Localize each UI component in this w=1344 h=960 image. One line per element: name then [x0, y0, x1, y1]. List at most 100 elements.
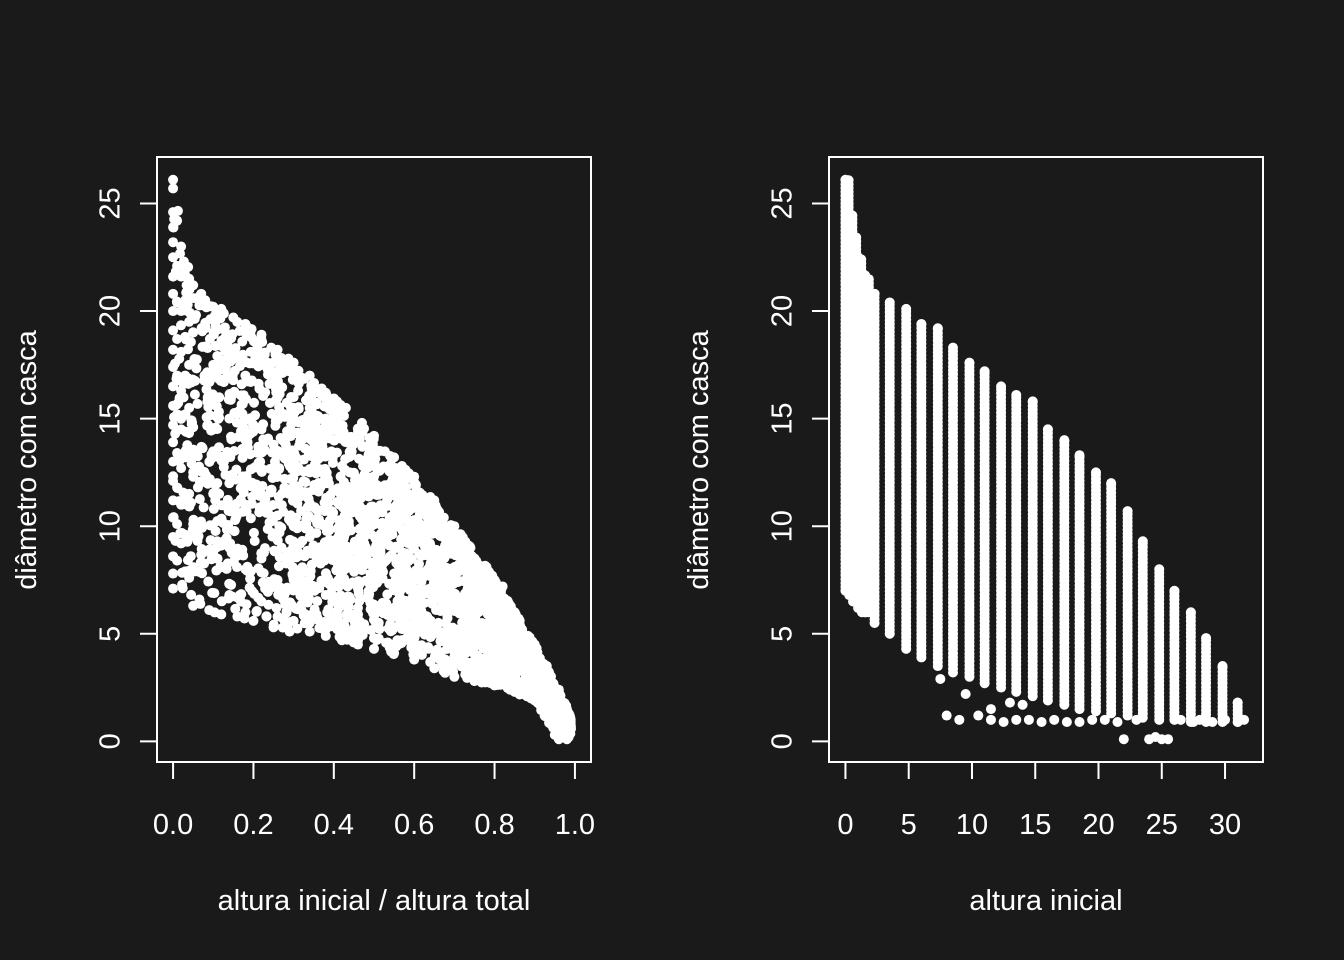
- data-point: [196, 549, 207, 560]
- data-point: [196, 441, 207, 452]
- data-point: [1042, 424, 1053, 435]
- data-point: [402, 514, 413, 525]
- data-point: [459, 628, 470, 639]
- data-point: [172, 519, 183, 530]
- data-point: [410, 479, 421, 490]
- data-point: [216, 303, 227, 314]
- data-point: [266, 484, 277, 495]
- data-point: [318, 427, 329, 438]
- data-point: [208, 553, 219, 564]
- data-point: [313, 486, 324, 497]
- data-point: [387, 625, 398, 636]
- data-point: [186, 589, 197, 600]
- data-point: [176, 241, 187, 252]
- data-point: [288, 542, 299, 553]
- y-tick-label: 20: [95, 295, 127, 327]
- data-point: [332, 617, 343, 628]
- data-point: [308, 543, 319, 554]
- data-point: [230, 603, 241, 614]
- data-point: [354, 489, 365, 500]
- data-point: [217, 355, 228, 366]
- data-point: [469, 611, 480, 622]
- data-point: [252, 341, 263, 352]
- data-point: [398, 618, 409, 629]
- data-point: [308, 377, 319, 388]
- data-point: [413, 558, 424, 569]
- data-point: [224, 542, 235, 553]
- data-point: [224, 413, 235, 424]
- data-point: [184, 402, 195, 413]
- data-point: [189, 389, 200, 400]
- data-point: [255, 456, 266, 467]
- y-tick-label: 10: [95, 510, 127, 542]
- data-point: [202, 392, 213, 403]
- data-point: [409, 488, 420, 499]
- data-point: [1027, 396, 1038, 407]
- data-point: [288, 615, 299, 626]
- data-point: [457, 648, 468, 659]
- data-point: [215, 561, 226, 572]
- data-point: [184, 488, 195, 499]
- data-point: [509, 686, 520, 697]
- data-point: [932, 323, 943, 334]
- data-point: [229, 365, 240, 376]
- data-point: [168, 456, 179, 467]
- data-point: [304, 402, 315, 413]
- data-point: [449, 564, 460, 575]
- data-point: [304, 626, 315, 637]
- data-point: [208, 329, 219, 340]
- data-point: [325, 420, 336, 431]
- data-point: [369, 510, 379, 521]
- data-point: [481, 562, 492, 573]
- data-point: [188, 327, 199, 338]
- data-point: [320, 413, 331, 424]
- data-point: [224, 478, 235, 489]
- data-point: [489, 680, 500, 691]
- data-point: [565, 721, 576, 732]
- data-point: [267, 473, 278, 484]
- data-point: [202, 478, 213, 489]
- data-point: [309, 604, 320, 615]
- data-point: [256, 329, 267, 340]
- data-point: [172, 482, 183, 493]
- data-point: [497, 581, 508, 592]
- data-point: [300, 477, 311, 488]
- data-point: [374, 445, 385, 456]
- data-point: [509, 607, 520, 618]
- data-point: [469, 641, 480, 652]
- data-point: [435, 603, 446, 614]
- data-point: [356, 417, 367, 428]
- data-point: [334, 515, 345, 526]
- data-point: [458, 576, 469, 587]
- data-point: [429, 547, 440, 558]
- data-point: [184, 445, 195, 456]
- data-point: [168, 361, 179, 372]
- data-point: [288, 574, 299, 585]
- data-point: [384, 483, 395, 494]
- data-point: [351, 618, 362, 629]
- data-point: [409, 643, 420, 654]
- data-point: [168, 183, 179, 194]
- data-point: [240, 435, 251, 446]
- data-point: [168, 325, 179, 336]
- data-point: [248, 615, 259, 626]
- data-point: [224, 389, 235, 400]
- data-point: [439, 589, 450, 600]
- data-point: [429, 663, 440, 674]
- data-point: [299, 424, 310, 435]
- data-point: [312, 436, 323, 447]
- data-point: [529, 658, 540, 669]
- data-point: [509, 671, 520, 682]
- data-point: [394, 482, 405, 493]
- data-point: [399, 506, 410, 517]
- data-point: [489, 598, 500, 609]
- data-point: [211, 401, 222, 412]
- data-point: [215, 313, 226, 324]
- data-point: [416, 573, 427, 584]
- data-point: [168, 437, 179, 448]
- data-point: [220, 365, 231, 376]
- data-point: [979, 366, 990, 377]
- data-point: [421, 495, 432, 506]
